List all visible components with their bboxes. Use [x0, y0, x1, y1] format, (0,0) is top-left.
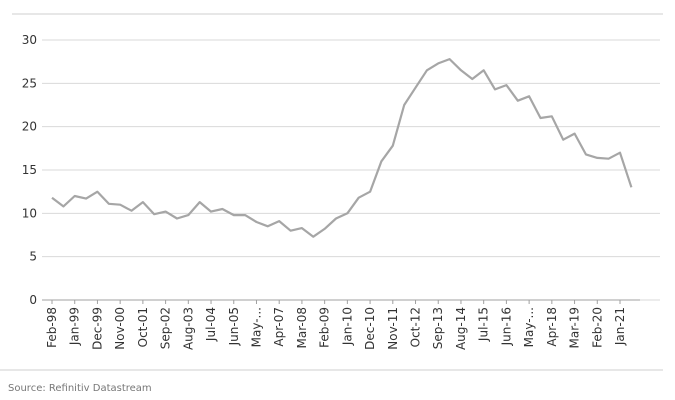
x-tick-label: Jan-99 [68, 307, 82, 346]
y-tick-label: 20 [22, 120, 37, 134]
x-tick-label: Oct-01 [136, 307, 150, 347]
line [51, 58, 633, 238]
x-tick-label: Jun-16 [499, 307, 513, 346]
x-tick-label: Mar-19 [568, 307, 582, 348]
x-tick-label: Feb-20 [590, 307, 604, 348]
x-tick-label: May-... [522, 307, 536, 347]
x-tick-label: Jan-21 [613, 307, 627, 346]
x-tick-label: Jul-04 [204, 307, 218, 342]
x-tick-label: Dec-99 [90, 307, 104, 350]
y-tick-label: 25 [22, 76, 37, 90]
x-tick-label: Sep-13 [431, 307, 445, 349]
x-tick-label: Feb-98 [45, 307, 59, 348]
y-tick-label: 10 [22, 206, 37, 220]
x-tick-label: May-... [249, 307, 263, 347]
x-tick-label: Nov-11 [386, 307, 400, 350]
x-tick-label: Jul-15 [477, 307, 491, 342]
x-tick-label: Apr-18 [545, 307, 559, 347]
x-tick-label: Dec-10 [363, 307, 377, 350]
y-tick-label: 5 [29, 250, 37, 264]
x-tick-label: Jan-10 [340, 307, 354, 346]
source: Source: Refinitiv Datastream [8, 383, 152, 394]
x-tick-label: Feb-09 [318, 307, 332, 348]
x-tick-label: Aug-14 [454, 307, 468, 350]
y-tick-label: 30 [22, 33, 37, 47]
y-tick-label: 15 [22, 163, 37, 177]
x-tick-label: Mar-08 [295, 307, 309, 348]
x-tick-label: Aug-03 [181, 307, 195, 350]
x-tick-label: Nov-00 [113, 307, 127, 350]
x-tick-label: Sep-02 [159, 307, 173, 349]
x-tick-label: Oct-12 [409, 307, 423, 347]
x-tick-label: Apr-07 [272, 307, 286, 347]
x-tick-label: Jun-05 [227, 307, 241, 346]
y-tick-label: 0 [29, 293, 37, 307]
